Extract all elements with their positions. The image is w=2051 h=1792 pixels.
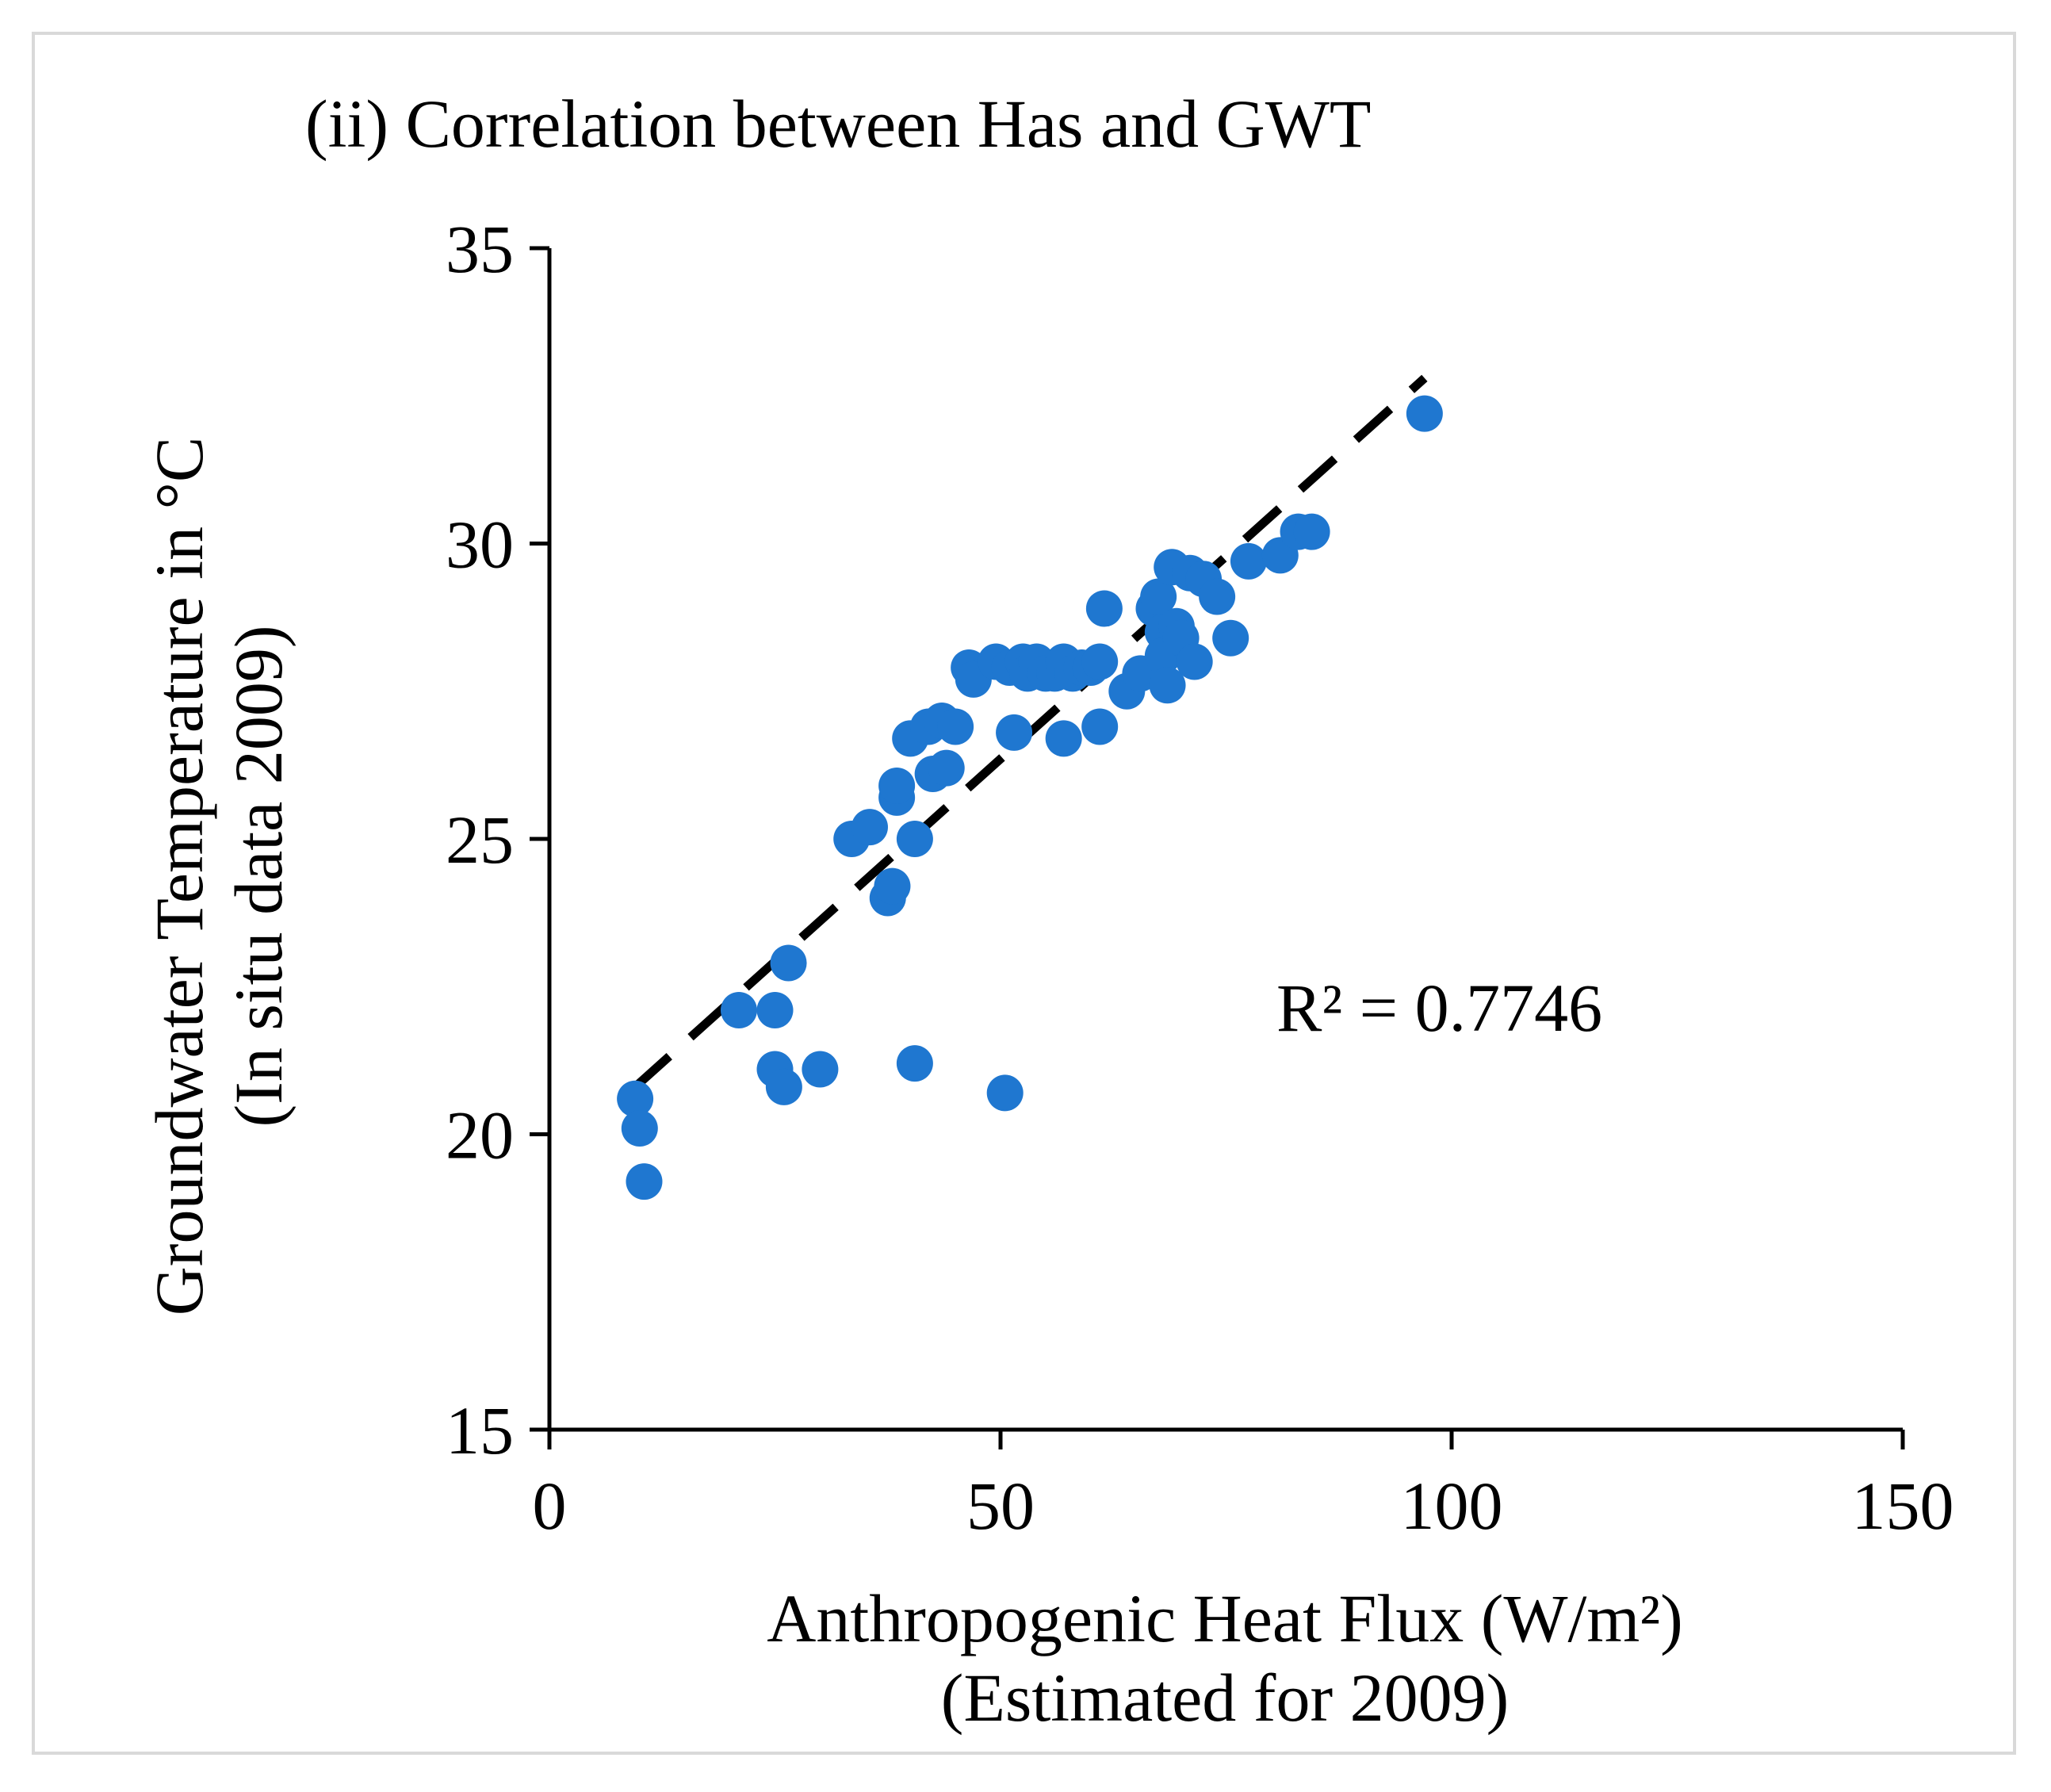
data-point	[996, 714, 1033, 751]
x-tick-label: 100	[1401, 1468, 1503, 1544]
data-point	[937, 708, 974, 745]
data-point	[765, 1068, 802, 1105]
data-point	[1081, 643, 1119, 680]
y-axis-label-line1: Groundwater Temperature in °C	[141, 437, 217, 1316]
x-tick-label: 0	[533, 1468, 567, 1544]
data-point	[756, 992, 794, 1029]
data-point	[626, 1163, 663, 1200]
y-tick-label: 20	[446, 1097, 514, 1174]
y-tick-label: 35	[446, 211, 514, 287]
data-point	[1176, 643, 1213, 680]
y-tick-label: 30	[446, 507, 514, 583]
data-point	[621, 1110, 658, 1147]
data-point	[1199, 578, 1236, 615]
y-tick-label: 15	[446, 1392, 514, 1468]
data-point	[878, 767, 916, 804]
x-axis-label-line2: (Estimated for 2009)	[941, 1660, 1509, 1736]
y-axis-label-line2: (In situ data 2009)	[220, 626, 297, 1128]
data-point	[617, 1080, 654, 1117]
data-points	[617, 395, 1443, 1200]
data-point	[896, 821, 933, 857]
data-point	[1293, 513, 1330, 550]
data-point	[802, 1051, 839, 1088]
data-point	[720, 992, 757, 1029]
x-tick-label: 150	[1852, 1468, 1954, 1544]
data-point	[1149, 667, 1186, 704]
data-point	[1045, 720, 1082, 757]
x-axis-label-line1: Anthropogenic Heat Flux (W/m²)	[767, 1580, 1682, 1656]
x-tick-label: 50	[966, 1468, 1035, 1544]
data-point	[1081, 708, 1119, 745]
data-point	[1085, 590, 1123, 627]
data-point	[770, 944, 807, 982]
data-point	[874, 867, 911, 905]
axes	[547, 248, 1903, 1432]
data-point	[1230, 542, 1267, 580]
r-squared-annotation: R² = 0.7746	[1276, 970, 1602, 1046]
data-point	[928, 749, 965, 787]
chart-frame	[32, 32, 2016, 1755]
y-tick-label: 25	[446, 802, 514, 878]
data-point	[851, 809, 888, 846]
data-point	[896, 1045, 933, 1082]
data-point	[1140, 578, 1177, 615]
data-point	[1406, 395, 1443, 432]
ticks: 15 20 25 30 35 0 50 100 150	[446, 211, 1954, 1544]
y-axis-label: Groundwater Temperature in °C (In situ d…	[141, 437, 297, 1316]
data-point	[986, 1074, 1024, 1112]
data-point	[1212, 619, 1249, 657]
chart-title: (ii) Correlation between Has and GWT	[305, 86, 1371, 162]
